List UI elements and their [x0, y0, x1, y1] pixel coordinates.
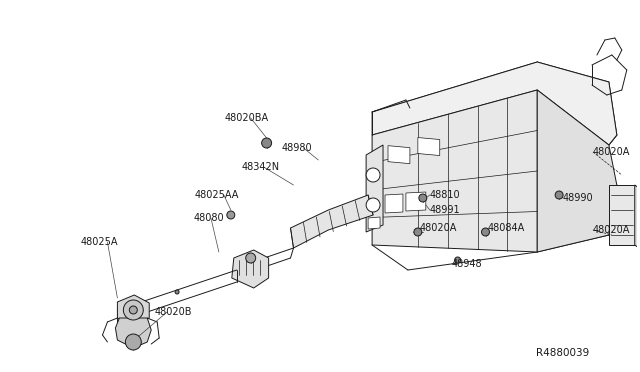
Polygon shape	[372, 62, 617, 145]
Polygon shape	[388, 146, 410, 164]
Text: 48084A: 48084A	[488, 223, 525, 233]
Text: 48948: 48948	[452, 259, 483, 269]
Text: 48991: 48991	[430, 205, 460, 215]
Text: 48020A: 48020A	[420, 223, 457, 233]
Text: 48025A: 48025A	[81, 237, 118, 247]
Circle shape	[481, 228, 490, 236]
Text: 48080: 48080	[194, 213, 224, 223]
Text: R4880039: R4880039	[536, 348, 589, 358]
Text: 48810: 48810	[430, 190, 460, 200]
Polygon shape	[418, 138, 440, 155]
Circle shape	[454, 257, 461, 263]
Polygon shape	[372, 90, 537, 252]
Text: 48020A: 48020A	[593, 225, 630, 235]
Polygon shape	[366, 145, 383, 232]
Polygon shape	[115, 318, 151, 348]
Circle shape	[262, 138, 271, 148]
Text: 48980: 48980	[281, 143, 312, 153]
Text: 48990: 48990	[562, 193, 593, 203]
Text: 48020A: 48020A	[593, 147, 630, 157]
Polygon shape	[609, 185, 635, 245]
Polygon shape	[635, 185, 640, 250]
Circle shape	[366, 198, 380, 212]
Circle shape	[555, 191, 563, 199]
Circle shape	[125, 334, 141, 350]
Circle shape	[175, 290, 179, 294]
Polygon shape	[291, 195, 373, 248]
Circle shape	[246, 253, 256, 263]
Circle shape	[124, 300, 143, 320]
Text: 48025AA: 48025AA	[195, 190, 239, 200]
Polygon shape	[385, 194, 403, 213]
Circle shape	[414, 228, 422, 236]
Polygon shape	[117, 295, 149, 325]
Text: 48020BA: 48020BA	[225, 113, 269, 123]
Circle shape	[419, 194, 427, 202]
Polygon shape	[406, 192, 426, 211]
Polygon shape	[368, 217, 380, 229]
Circle shape	[227, 211, 235, 219]
Circle shape	[366, 168, 380, 182]
Polygon shape	[232, 250, 269, 288]
Circle shape	[129, 306, 138, 314]
Text: 48342N: 48342N	[241, 162, 280, 172]
Polygon shape	[537, 90, 617, 252]
Text: 48020B: 48020B	[154, 307, 192, 317]
